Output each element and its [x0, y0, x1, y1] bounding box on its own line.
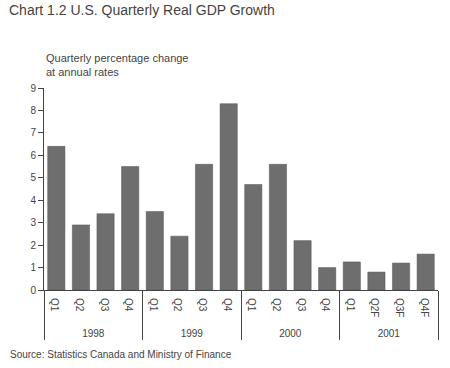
svg-text:Quarterly percentage changeat: Quarterly percentage changeat annual rat… — [46, 52, 188, 78]
svg-text:Q3: Q3 — [296, 298, 307, 312]
svg-text:5: 5 — [30, 172, 36, 183]
svg-text:1998: 1998 — [82, 328, 105, 339]
svg-text:Q1: Q1 — [345, 298, 356, 312]
svg-text:Q3: Q3 — [99, 298, 110, 312]
svg-text:1: 1 — [30, 262, 36, 273]
svg-text:7: 7 — [30, 127, 36, 138]
svg-text:Q2: Q2 — [271, 298, 282, 312]
svg-text:4: 4 — [30, 195, 36, 206]
svg-text:Q4: Q4 — [222, 298, 233, 312]
svg-text:8: 8 — [30, 105, 36, 116]
svg-text:Q1: Q1 — [246, 298, 257, 312]
svg-text:Q2F: Q2F — [369, 298, 380, 317]
svg-text:Q3: Q3 — [197, 298, 208, 312]
svg-text:3: 3 — [30, 217, 36, 228]
svg-text:Q1: Q1 — [49, 298, 60, 312]
svg-text:Q3F: Q3F — [394, 298, 405, 317]
svg-text:Q4F: Q4F — [419, 298, 430, 317]
svg-text:Q4: Q4 — [123, 298, 134, 312]
svg-text:9: 9 — [30, 83, 36, 94]
svg-text:Chart 1.2 U.S. Quarterly Real: Chart 1.2 U.S. Quarterly Real GDP Growth — [9, 2, 275, 18]
svg-text:Q1: Q1 — [148, 298, 159, 312]
svg-text:Q4: Q4 — [320, 298, 331, 312]
svg-text:1999: 1999 — [181, 328, 204, 339]
svg-text:2001: 2001 — [378, 328, 401, 339]
svg-text:Source: Statistics Canada and: Source: Statistics Canada and Ministry o… — [10, 349, 232, 360]
svg-text:Q2: Q2 — [172, 298, 183, 312]
svg-text:0: 0 — [30, 285, 36, 296]
svg-text:Q2: Q2 — [74, 298, 85, 312]
svg-text:6: 6 — [30, 150, 36, 161]
svg-text:2000: 2000 — [279, 328, 302, 339]
svg-text:2: 2 — [30, 240, 36, 251]
